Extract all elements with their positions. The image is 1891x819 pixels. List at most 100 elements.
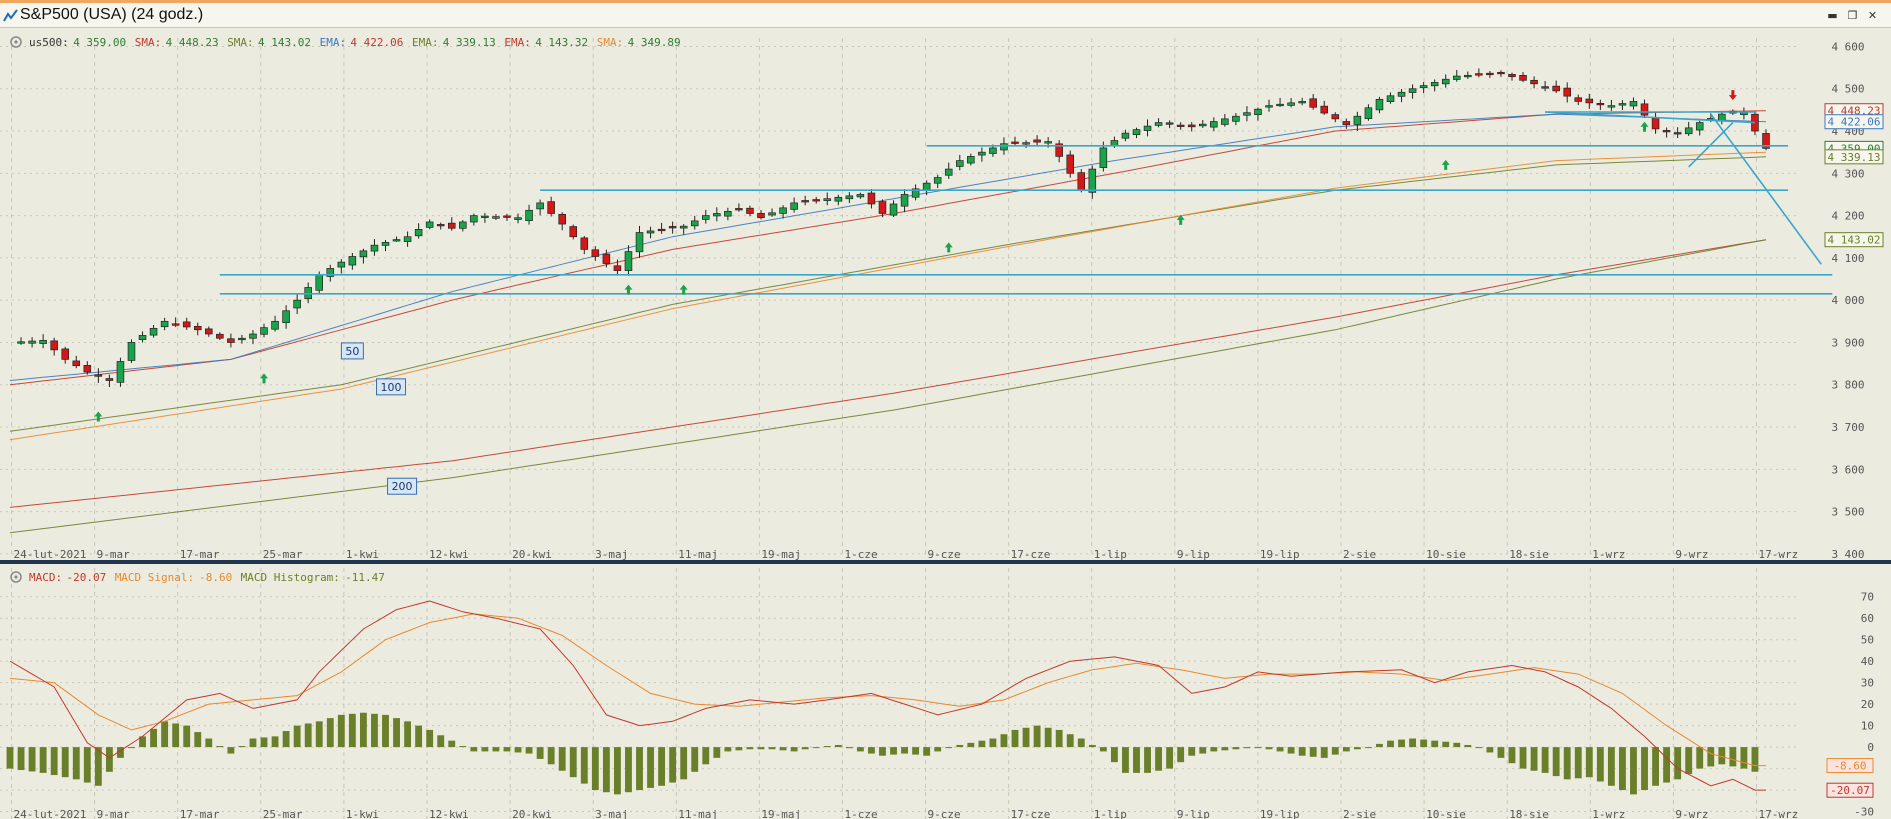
candle[interactable] [1132, 127, 1141, 139]
candle[interactable] [713, 207, 721, 222]
candle[interactable] [1198, 119, 1207, 129]
candle[interactable] [867, 189, 876, 209]
candle[interactable] [238, 334, 246, 344]
candle[interactable] [227, 333, 235, 348]
panel-separator[interactable] [0, 560, 1891, 564]
candle[interactable] [668, 221, 677, 234]
candle[interactable] [1298, 97, 1306, 106]
candle[interactable] [790, 197, 798, 213]
candle[interactable] [1596, 99, 1605, 110]
candle[interactable] [1386, 92, 1395, 104]
candle[interactable] [160, 317, 169, 331]
candle[interactable] [635, 225, 644, 258]
candle[interactable] [271, 315, 279, 332]
candle[interactable] [1629, 97, 1638, 110]
candle[interactable] [967, 153, 975, 166]
candle[interactable] [17, 337, 25, 345]
candle[interactable] [1353, 111, 1362, 131]
trendline[interactable] [1545, 111, 1755, 124]
candle[interactable] [1695, 120, 1704, 136]
candle[interactable] [679, 224, 688, 235]
candle[interactable] [1066, 150, 1075, 178]
candle[interactable] [83, 361, 92, 375]
candle[interactable] [381, 240, 390, 252]
candle[interactable] [1364, 104, 1373, 121]
candle[interactable] [724, 207, 732, 221]
candle[interactable] [370, 239, 379, 256]
candle[interactable] [1618, 100, 1627, 111]
candle[interactable] [900, 189, 909, 213]
candle[interactable] [1243, 106, 1251, 122]
candle[interactable] [911, 184, 920, 201]
candle[interactable] [1486, 71, 1494, 78]
candle[interactable] [1684, 121, 1693, 136]
candle[interactable] [1143, 119, 1152, 137]
candle[interactable] [514, 213, 522, 224]
candle[interactable] [1441, 74, 1450, 88]
candle[interactable] [503, 213, 511, 221]
candle[interactable] [1320, 100, 1329, 115]
candle[interactable] [1452, 69, 1461, 82]
candle[interactable] [1022, 140, 1030, 148]
candle[interactable] [591, 246, 600, 261]
candle[interactable] [757, 210, 765, 220]
candle[interactable] [1011, 136, 1019, 147]
candle[interactable] [260, 323, 268, 338]
candle[interactable] [1508, 72, 1516, 81]
settings-icon[interactable] [10, 36, 22, 48]
candle[interactable] [834, 194, 843, 206]
candle[interactable] [1497, 70, 1505, 77]
candle[interactable] [823, 192, 832, 206]
candle[interactable] [735, 203, 743, 212]
candle[interactable] [1154, 118, 1163, 128]
minimize-icon[interactable]: ▬ [1827, 9, 1838, 22]
candle[interactable] [1342, 118, 1351, 129]
chart-area[interactable]: 3 400 3 500 3 600 3 700 3 800 3 900 4 000 4 100… [0, 28, 1891, 819]
candle[interactable] [933, 174, 942, 189]
candle[interactable] [801, 195, 809, 206]
candle[interactable] [889, 200, 898, 217]
candle[interactable] [481, 212, 489, 223]
macd-settings-icon[interactable] [10, 571, 22, 583]
candle[interactable] [1055, 140, 1063, 163]
candle[interactable] [205, 326, 213, 337]
candle[interactable] [470, 213, 478, 226]
candle[interactable] [50, 337, 58, 356]
candle[interactable] [1640, 99, 1649, 119]
candle[interactable] [1232, 112, 1240, 126]
candle[interactable] [1541, 80, 1549, 92]
candle[interactable] [116, 357, 125, 387]
candle[interactable] [1552, 80, 1560, 93]
candle[interactable] [1585, 93, 1594, 109]
candle[interactable] [1121, 129, 1130, 142]
candle[interactable] [337, 259, 346, 274]
candle[interactable] [1607, 99, 1616, 111]
candle[interactable] [149, 324, 158, 338]
candle[interactable] [1673, 127, 1682, 139]
candle[interactable] [624, 245, 633, 276]
candle[interactable] [1475, 68, 1483, 78]
candle[interactable] [1419, 82, 1428, 94]
candle[interactable] [171, 317, 180, 328]
candle[interactable] [1662, 127, 1671, 138]
candle[interactable] [425, 219, 434, 230]
candle[interactable] [1397, 88, 1406, 103]
candle[interactable] [657, 222, 666, 234]
candle[interactable] [1464, 71, 1472, 79]
candle[interactable] [602, 249, 611, 268]
candle[interactable] [1651, 111, 1660, 134]
candle[interactable] [39, 334, 47, 349]
candle[interactable] [1210, 117, 1218, 132]
candle[interactable] [1574, 94, 1583, 106]
candle[interactable] [392, 236, 401, 242]
candle[interactable] [1309, 94, 1317, 110]
candle[interactable] [359, 248, 368, 264]
candle[interactable] [459, 219, 467, 232]
candle[interactable] [1331, 112, 1340, 123]
candle[interactable] [1165, 120, 1174, 129]
candle[interactable] [304, 282, 312, 304]
candle[interactable] [1187, 122, 1196, 132]
candle[interactable] [1740, 107, 1748, 120]
candle[interactable] [1221, 114, 1229, 127]
